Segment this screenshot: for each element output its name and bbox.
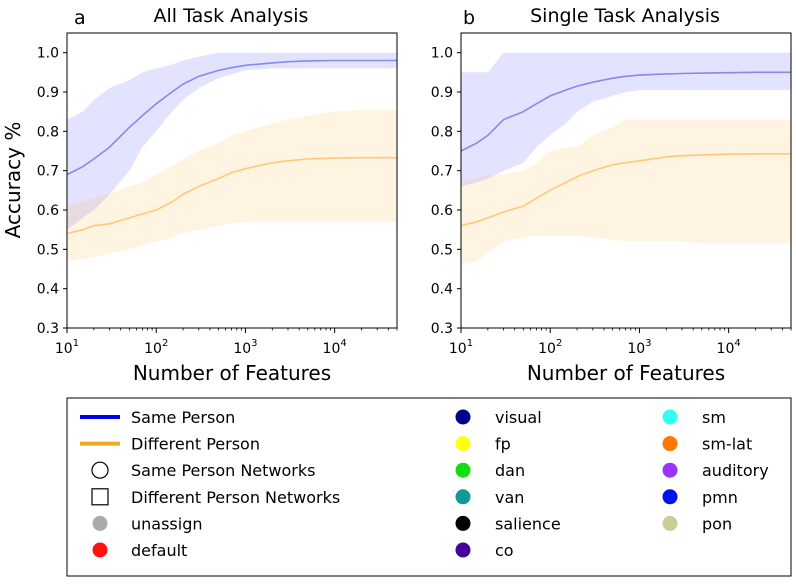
legend-swatch-sm-lat [662, 436, 678, 452]
legend-label-pon: pon [702, 514, 732, 533]
y-tick-label: 1.0 [37, 46, 59, 62]
legend-column-2: visual fp dan van salience co [455, 408, 561, 560]
panel-all-task-analysis: a All Task Analysis 0.30.40.50.60.70.80.… [1, 5, 398, 385]
y-tick-label: 0.7 [37, 164, 59, 180]
y-tick-label: 0.6 [431, 203, 453, 219]
y-tick-label: 0.9 [37, 85, 59, 101]
confidence-bands-b [461, 52, 791, 266]
x-tick-label: 102 [538, 338, 562, 357]
legend-column-3: sm sm-lat auditory pmn pon [662, 408, 769, 533]
panel-single-task-analysis: b Single Task Analysis 0.30.40.50.60.70.… [431, 5, 792, 385]
legend-label-same-person: Same Person [131, 408, 235, 427]
legend-label-fp: fp [495, 435, 511, 454]
legend-swatch-different-person-networks [91, 488, 109, 506]
y-axis-label: Accuracy % [1, 122, 25, 239]
legend-label-dan: dan [495, 461, 525, 480]
confidence-bands-a [67, 52, 397, 262]
legend-swatch-co [455, 542, 471, 558]
legend-frame [66, 397, 792, 577]
legend-label-different-person-networks: Different Person Networks [131, 488, 340, 507]
y-tick-label: 0.8 [37, 124, 59, 140]
x-axis-label-b: Number of Features [527, 361, 725, 385]
legend-label-same-person-networks: Same Person Networks [131, 461, 315, 480]
legend-label-default: default [131, 541, 187, 560]
line-different-person-a [66, 156, 397, 235]
legend-swatch-visual [455, 409, 471, 425]
y-tick-label: 0.7 [431, 164, 453, 180]
y-tick-label: 0.4 [431, 282, 453, 298]
legend-label-pmn: pmn [702, 488, 738, 507]
legend-swatch-pmn [662, 489, 678, 505]
panel-title-b: Single Task Analysis [530, 5, 720, 27]
legend-swatch-same-person-networks [91, 461, 109, 479]
y-tick-label: 1.0 [431, 46, 453, 62]
legend-label-sm: sm [702, 408, 726, 427]
legend-swatch-sm [662, 409, 678, 425]
panel-letter-b: b [463, 7, 475, 29]
legend-label-co: co [495, 541, 514, 560]
y-tick-label: 0.4 [37, 282, 59, 298]
x-tick-label: 104 [717, 338, 741, 357]
x-tick-label: 103 [627, 338, 651, 357]
x-tick-label: 104 [323, 338, 347, 357]
y-ticks-a: 0.3 0.4 0.5 0.6 0.7 0.8 0.9 1.0 [37, 46, 67, 337]
band-different-person-a [67, 109, 397, 262]
legend-label-different-person: Different Person [131, 435, 260, 454]
legend-swatch-fp [455, 436, 471, 452]
y-ticks-b: 0.3 0.4 0.5 0.6 0.7 0.8 0.9 1.0 [431, 46, 461, 337]
legend-swatch-dan [455, 462, 471, 478]
line-same-person-b [460, 71, 791, 152]
y-tick-label: 0.9 [431, 85, 453, 101]
y-tick-label: 0.3 [431, 321, 453, 337]
band-same-person-a [67, 52, 397, 230]
y-tick-label: 0.6 [37, 203, 59, 219]
legend-swatch-van [455, 489, 471, 505]
x-axis-label-a: Number of Features [133, 361, 331, 385]
legend-swatch-pon [662, 515, 678, 531]
line-different-person-b [460, 153, 791, 227]
legend-swatch-default [92, 542, 108, 558]
legend-label-van: van [495, 488, 524, 507]
legend-column-1: Same Person Different Person Same Person N… [80, 408, 340, 560]
legend-label-salience: salience [495, 514, 561, 533]
legend-label-auditory: auditory [702, 461, 769, 480]
legend-swatch-auditory [662, 462, 678, 478]
legend-swatch-salience [455, 515, 471, 531]
y-tick-label: 0.3 [37, 321, 59, 337]
x-tick-label: 101 [55, 338, 79, 357]
x-ticks-a: 101 102 103 104 [55, 328, 398, 357]
legend-swatch-unassign [92, 515, 108, 531]
legend: Same Person Different Person Same Person N… [66, 397, 792, 577]
panel-title-a: All Task Analysis [154, 5, 309, 27]
line-same-person-a [66, 59, 397, 176]
band-different-person-b [461, 119, 791, 266]
x-ticks-b: 101 102 103 104 [449, 328, 792, 357]
band-same-person-b [461, 52, 791, 187]
series-lines-b [460, 71, 791, 227]
y-tick-label: 0.5 [37, 242, 59, 258]
y-tick-label: 0.8 [431, 124, 453, 140]
y-tick-label: 0.5 [431, 242, 453, 258]
series-lines-a [66, 59, 397, 235]
panel-letter-a: a [74, 7, 86, 29]
legend-label-visual: visual [495, 408, 542, 427]
x-tick-label: 103 [233, 338, 257, 357]
x-tick-label: 101 [449, 338, 473, 357]
legend-label-unassign: unassign [131, 514, 203, 533]
legend-label-sm-lat: sm-lat [702, 435, 752, 454]
x-tick-label: 102 [144, 338, 168, 357]
